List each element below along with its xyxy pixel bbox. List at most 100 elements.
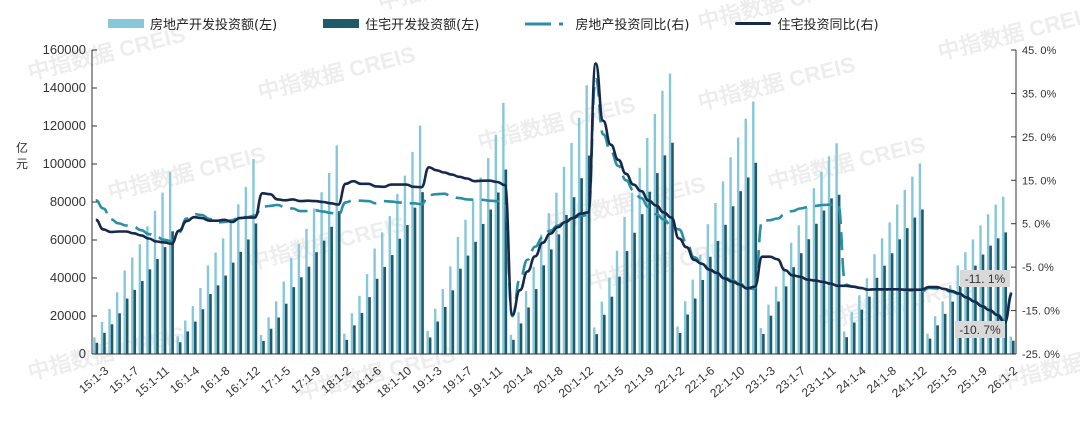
y-axis-unit-label: 元	[16, 157, 28, 171]
legend-swatch-dark-bar-icon	[323, 19, 360, 28]
bar-realestate	[441, 288, 444, 354]
bar-residential	[307, 266, 311, 354]
bar-residential	[322, 240, 326, 354]
bar-realestate	[343, 333, 346, 354]
x-tick-label: 17:1-5	[258, 363, 293, 396]
bar-residential	[231, 262, 235, 354]
bar-realestate	[297, 243, 301, 354]
legend-item-residential-yoy[interactable]: 住宅投资同比(右)	[735, 14, 879, 33]
bar-series	[93, 73, 1015, 355]
bar-realestate	[638, 167, 641, 354]
legend-item-realestate-yoy[interactable]: 房地产投资同比(右)	[525, 14, 689, 33]
bar-residential	[375, 278, 379, 354]
annotation-box	[955, 321, 1005, 338]
bar-realestate	[562, 166, 566, 354]
bar-residential	[95, 342, 99, 354]
legend-item-realestate-investment[interactable]: 房地产开发投资额(左)	[108, 14, 277, 33]
bar-residential	[557, 234, 561, 354]
bar-realestate	[949, 285, 952, 354]
x-tick-label: 24:1-4	[834, 363, 869, 396]
bar-residential	[678, 333, 682, 354]
bar-residential	[125, 298, 129, 354]
bar-realestate	[911, 176, 914, 354]
bar-residential	[209, 293, 212, 354]
left-tick-label: 140000	[43, 80, 86, 95]
bar-residential	[512, 339, 515, 354]
bar-residential	[739, 191, 742, 354]
bar-realestate	[426, 331, 429, 354]
line-residential-yoy	[95, 62, 1014, 324]
bar-residential	[519, 323, 523, 354]
bar-realestate	[842, 331, 846, 354]
x-tick-label: 23:1-11	[799, 363, 839, 400]
bar-residential	[792, 267, 795, 354]
bar-residential	[421, 192, 424, 354]
bar-residential	[163, 247, 167, 355]
bar-residential	[315, 252, 318, 354]
bar-realestate	[956, 265, 959, 354]
bar-realestate	[668, 73, 672, 354]
left-tick-label: 0	[79, 346, 86, 361]
bar-residential	[701, 279, 705, 354]
bar-residential	[837, 194, 841, 354]
bar-residential	[390, 255, 394, 354]
bar-realestate	[206, 265, 210, 354]
y-axis-unit-label: 亿	[16, 140, 28, 155]
legend-item-residential-investment[interactable]: 住宅开发投资额(左)	[323, 14, 479, 33]
bar-residential	[610, 296, 614, 354]
watermark-text: 中指数据 CREIS	[995, 332, 1080, 395]
bar-residential	[724, 224, 727, 354]
bar-realestate	[691, 279, 694, 354]
bar-realestate	[176, 336, 179, 354]
bar-residential	[141, 281, 144, 354]
bar-realestate	[358, 295, 361, 354]
bar-realestate	[229, 219, 232, 354]
left-tick-label: 160000	[43, 42, 86, 57]
bar-realestate	[267, 317, 270, 354]
bar-realestate	[274, 301, 278, 354]
bar-residential	[633, 232, 636, 354]
bar-residential	[413, 207, 417, 354]
bar-residential	[959, 286, 962, 354]
bar-residential	[459, 268, 462, 354]
bar-realestate	[252, 159, 255, 354]
bar-realestate	[184, 320, 187, 354]
bar-residential	[981, 254, 985, 354]
bar-residential	[360, 312, 364, 354]
bar-realestate	[168, 171, 172, 354]
bar-residential	[860, 309, 864, 354]
bar-residential	[194, 321, 197, 354]
right-tick-label: 45. 0%	[1022, 45, 1056, 57]
bar-realestate	[827, 156, 831, 354]
x-tick-label: 25:1-9	[955, 363, 990, 396]
bar-realestate	[782, 267, 785, 354]
bar-realestate	[744, 118, 747, 354]
bar-residential	[603, 314, 606, 354]
annotation-label: -11. 1%	[965, 272, 1006, 286]
bar-realestate	[623, 216, 626, 354]
bar-residential	[565, 214, 568, 354]
x-tick-label: 15:1-11	[132, 363, 172, 400]
bar-realestate	[335, 145, 338, 354]
right-tick-label: -25. 0%	[1022, 349, 1060, 361]
legend-swatch-light-bar-icon	[108, 19, 144, 28]
bar-residential	[974, 265, 977, 354]
bar-realestate	[979, 225, 982, 354]
bar-realestate	[858, 295, 861, 354]
bar-residential	[451, 290, 455, 354]
bar-residential	[383, 266, 386, 354]
bar-realestate	[282, 281, 285, 354]
bar-residential	[686, 314, 689, 354]
watermark-text: 中指数据 CREIS	[375, 0, 538, 15]
bar-residential	[224, 275, 227, 354]
bar-realestate	[365, 274, 369, 354]
bar-residential	[110, 324, 114, 354]
legend-swatch-solid-line-icon	[735, 22, 772, 25]
bar-realestate	[805, 207, 808, 354]
annotation-label: -10. 7%	[959, 323, 1001, 337]
bar-residential	[640, 214, 644, 354]
bar-residential	[943, 313, 947, 354]
bar-residential	[239, 251, 243, 354]
bar-residential	[406, 225, 409, 354]
